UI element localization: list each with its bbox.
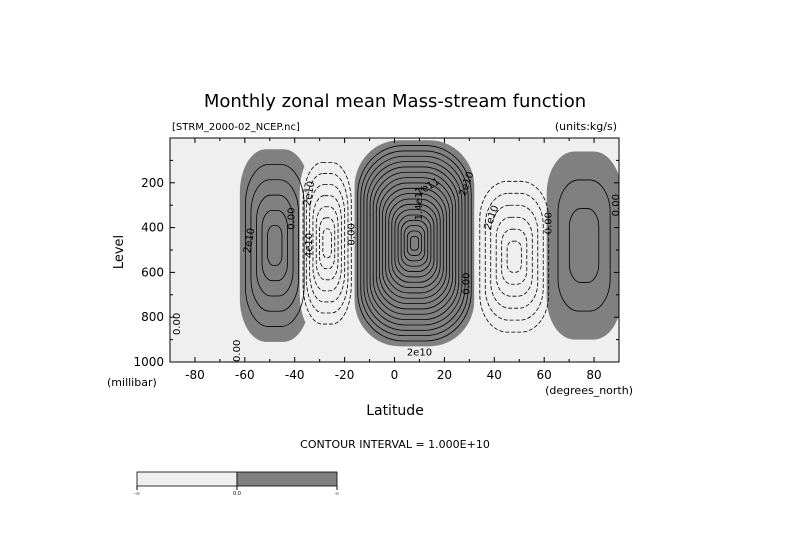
- colorbar-positive: [236, 471, 338, 487]
- x-tick-label: 80: [586, 368, 601, 382]
- y-tick-label: 800: [141, 310, 164, 324]
- x-tick-label: -80: [185, 368, 205, 382]
- contour-line-4-4: [495, 216, 533, 297]
- chart-title: Monthly zonal mean Mass-stream function: [204, 91, 586, 112]
- contour-line-5-1: [557, 179, 611, 312]
- contour-line-1-2: [250, 179, 300, 312]
- contour-line-3-7: [375, 177, 454, 310]
- y-axis-label: Level: [112, 235, 127, 269]
- colorbar: -∞ 0.0 ∞: [134, 471, 339, 497]
- contour-line-3-4: [366, 161, 463, 326]
- y-tick-label: 400: [141, 221, 164, 235]
- cell-negative-4: [474, 169, 555, 345]
- contour-label-11: 0.00: [544, 212, 555, 234]
- contour-label-1: 0.00: [287, 208, 298, 230]
- y-tick-label: 200: [141, 176, 164, 190]
- contour-line-4-3: [490, 204, 539, 309]
- contour-line-3-12: [391, 203, 438, 283]
- x-tick-label: -20: [335, 368, 355, 382]
- contour-line-3-18: [410, 235, 419, 251]
- contour-line-4-6: [506, 240, 522, 273]
- contour-label-14: 0.00: [232, 340, 243, 362]
- contour-line-3-1: [357, 145, 472, 342]
- contour-line-3-14: [397, 214, 432, 272]
- x-tick-label: -40: [285, 368, 305, 382]
- contour-line-3-17: [406, 230, 422, 256]
- contour-line-2-5: [315, 206, 339, 281]
- contour-line-3-13: [394, 209, 435, 278]
- contour-label-13: 0.00: [172, 313, 183, 335]
- cell-positive-5: [546, 151, 619, 340]
- y-tick-label: 600: [141, 265, 164, 279]
- contour-line-3-11: [388, 198, 441, 288]
- contour-line-1-3: [256, 194, 294, 297]
- x-tick-label: -60: [235, 368, 255, 382]
- colorbar-tick-neg: -∞: [134, 491, 140, 497]
- cell-negative-2: [299, 151, 355, 336]
- contour-line-3-2: [360, 150, 469, 337]
- contour-line-3-5: [369, 166, 460, 321]
- colorbar-tick-zero: 0.0: [233, 491, 241, 497]
- units-label: (units:kg/s): [555, 120, 617, 133]
- x-tick-label: 40: [487, 368, 502, 382]
- contour-line-4-1: [479, 180, 550, 333]
- y-tick-label: 1000: [133, 355, 164, 369]
- contour-line-2-6: [319, 217, 336, 270]
- contour-line-3-3: [363, 155, 466, 331]
- contour-line-2-1: [302, 162, 352, 325]
- contour-line-3-6: [372, 171, 457, 315]
- contour-line-2-3: [309, 184, 346, 303]
- contour-line-4-5: [501, 228, 528, 285]
- colorbar-tick-pos: ∞: [335, 491, 339, 497]
- x-tick-label: 60: [537, 368, 552, 382]
- contour-label-4: 0.00: [347, 223, 358, 245]
- contour-line-3-15: [400, 219, 429, 267]
- colorbar-negative: [136, 471, 238, 487]
- cell-positive-1: [239, 149, 310, 342]
- contour-label-0: 2e10: [242, 227, 257, 254]
- x-tick-label: 0: [391, 368, 399, 382]
- contour-interval: CONTOUR INTERVAL = 1.000E+10: [300, 438, 490, 451]
- contour-line-1-5: [267, 225, 283, 266]
- file-label: [STRM_2000-02_NCEP.nc]: [172, 122, 300, 133]
- contour-lines: [244, 145, 611, 342]
- cell-negative-0: [170, 146, 230, 322]
- x-axis-unit: (degrees_north): [545, 384, 633, 397]
- plot-area: [170, 138, 619, 362]
- contour-line-4-2: [484, 192, 544, 321]
- contour-line-5-2: [568, 208, 600, 283]
- contour-line-1-4: [261, 209, 288, 282]
- contour-label-2: 2e10: [302, 180, 317, 207]
- contour-label-3: 4e10: [304, 233, 315, 258]
- contour-line-3-10: [385, 193, 444, 294]
- contour-line-3-16: [403, 225, 426, 262]
- y-axis-unit: (millibar): [107, 376, 157, 389]
- contour-label-9: 0.00: [461, 272, 472, 294]
- cell-positive-3: [354, 140, 475, 347]
- contour-label-8: 2e10: [407, 347, 432, 358]
- contour-line-2-4: [312, 195, 342, 292]
- contour-line-3-8: [379, 182, 450, 305]
- contour-line-3-9: [382, 187, 447, 299]
- contour-line-1-1: [244, 164, 305, 327]
- x-axis-label: Latitude: [366, 403, 424, 419]
- x-tick-label: 20: [437, 368, 452, 382]
- contour-line-2-7: [322, 228, 332, 259]
- axes: -80 -60 -40 -20 0 20 40 60 80 200 400 600 800 1000: [133, 137, 620, 382]
- contour-label-5: 1.4e11: [414, 186, 425, 221]
- contour-line-2-2: [305, 173, 349, 314]
